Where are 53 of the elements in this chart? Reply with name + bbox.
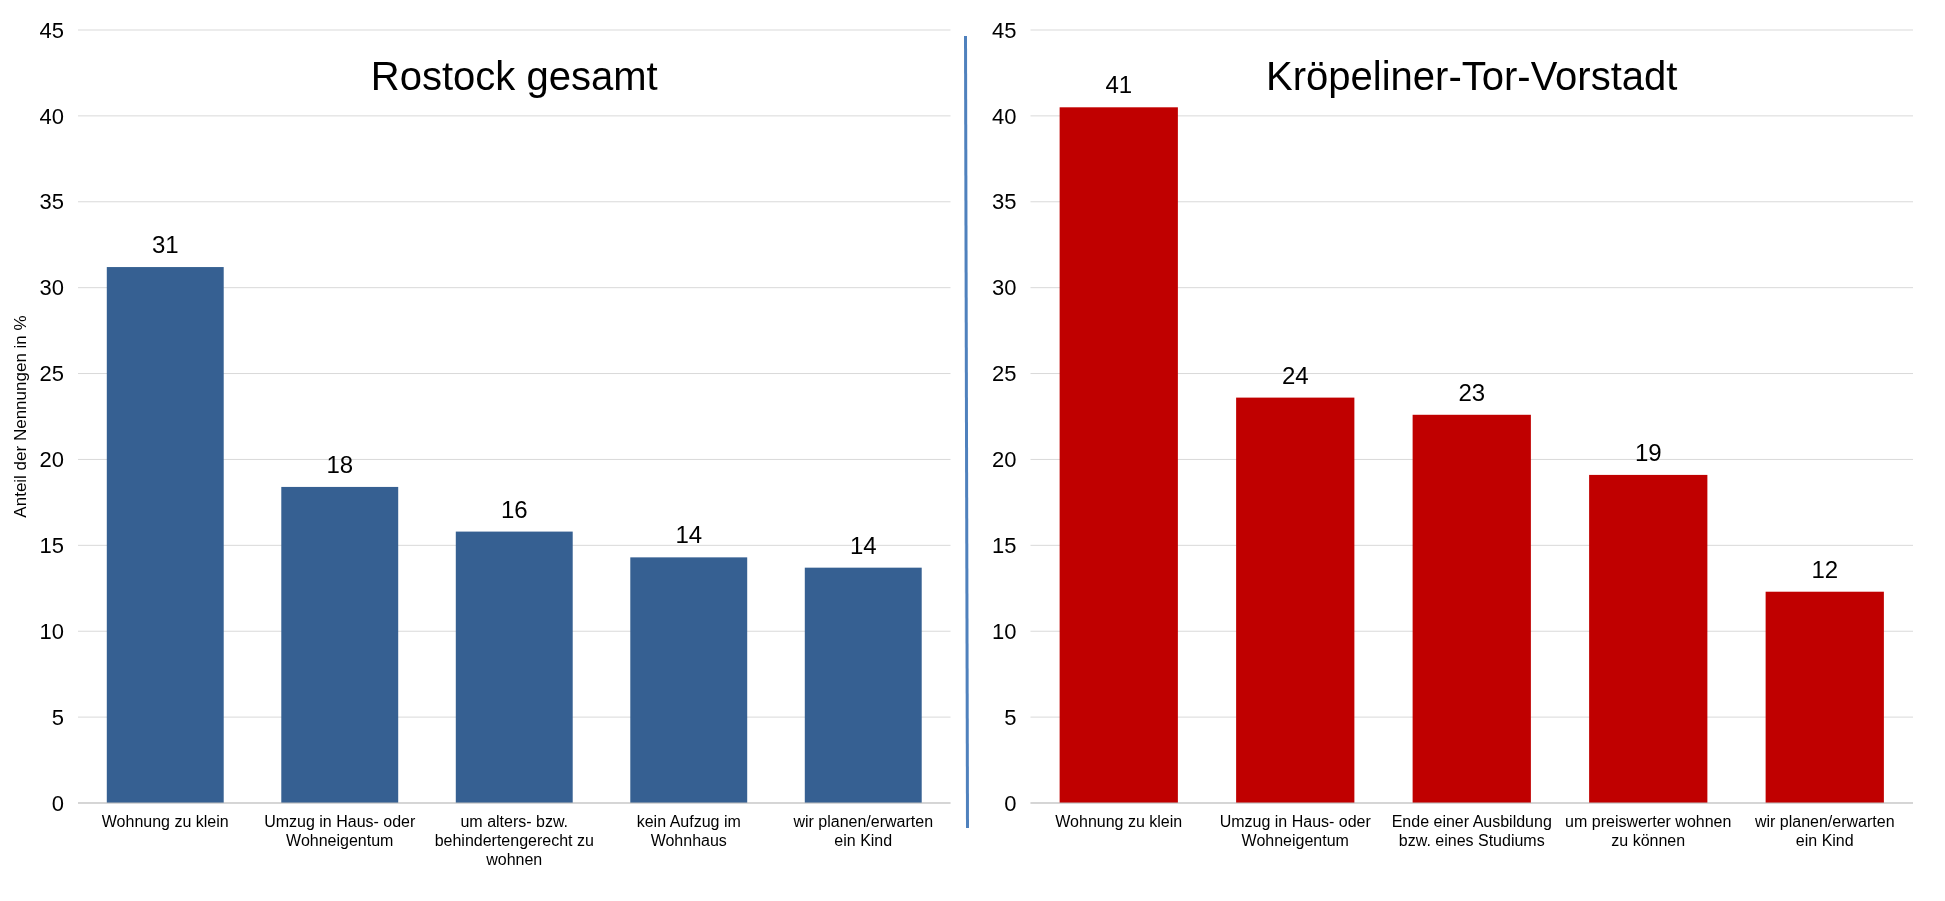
data-label: 19 — [1634, 438, 1662, 466]
data-label: 23 — [1458, 378, 1486, 406]
y-tick-label: 30 — [992, 275, 1017, 301]
y-tick-label: 0 — [51, 790, 64, 816]
data-label: 12 — [1811, 555, 1839, 583]
y-tick-label: 40 — [39, 103, 64, 129]
data-label: 16 — [500, 495, 528, 523]
y-axis-title: Anteil der Nennungen in % — [11, 315, 30, 518]
text: Rostock gesamt — [370, 54, 658, 98]
data-label: 24 — [1281, 361, 1309, 389]
x-tick-label: Wohnung zu klein — [101, 813, 229, 830]
y-tick-label: 5 — [1004, 704, 1017, 730]
y-tick-label: 30 — [39, 275, 64, 301]
data-label: 41 — [1105, 71, 1133, 99]
y-tick-label: 45 — [992, 17, 1017, 43]
x-tick-label: um alters- bzw. behindertengerecht zu wohnen — [434, 813, 594, 868]
bar — [281, 486, 399, 803]
y-tick-label: 15 — [39, 533, 64, 559]
text: Kröpeliner-Tor-Vorstadt — [1266, 54, 1678, 98]
y-tick-label: 35 — [992, 189, 1017, 215]
y-tick-label: 25 — [992, 361, 1017, 387]
data-label: 18 — [326, 450, 354, 478]
y-tick-label: 10 — [39, 618, 64, 644]
x-tick-label: kein Aufzug im Wohnhaus — [636, 813, 741, 849]
x-tick-label: Ende einer Ausbildung bzw. eines Studiums — [1391, 813, 1552, 849]
bar — [804, 567, 922, 803]
y-tick-label: 20 — [39, 447, 64, 473]
bar — [1412, 414, 1531, 803]
x-tick-label: wir planen/erwarten ein Kind — [1753, 813, 1895, 849]
y-tick-label: 15 — [992, 533, 1017, 559]
bar — [455, 531, 573, 803]
x-tick-label: wir planen/erwarten ein Kind — [792, 813, 934, 849]
bar — [106, 267, 224, 803]
y-tick-label: 25 — [39, 361, 64, 387]
y-tick-label: 20 — [992, 447, 1017, 473]
bar — [1236, 397, 1355, 803]
bar — [1765, 591, 1884, 803]
bar — [630, 557, 748, 803]
bar — [1059, 107, 1178, 803]
y-tick-label: 0 — [1004, 790, 1017, 816]
x-tick-label: um preiswerter wohnen zu können — [1565, 813, 1732, 849]
y-tick-label: 45 — [39, 17, 64, 43]
data-label: 14 — [675, 521, 703, 549]
data-label: 31 — [151, 231, 179, 259]
y-tick-label: 10 — [992, 618, 1017, 644]
y-tick-label: 40 — [992, 103, 1017, 129]
x-tick-label: Umzug in Haus- oder Wohneigentum — [264, 813, 417, 849]
y-tick-label: 5 — [51, 704, 64, 730]
y-tick-label: 35 — [39, 189, 64, 215]
data-label: 14 — [849, 531, 877, 559]
x-tick-label: Umzug in Haus- oder Wohneigentum — [1219, 813, 1372, 849]
bar — [1589, 474, 1708, 803]
x-tick-label: Wohnung zu klein — [1055, 813, 1183, 830]
